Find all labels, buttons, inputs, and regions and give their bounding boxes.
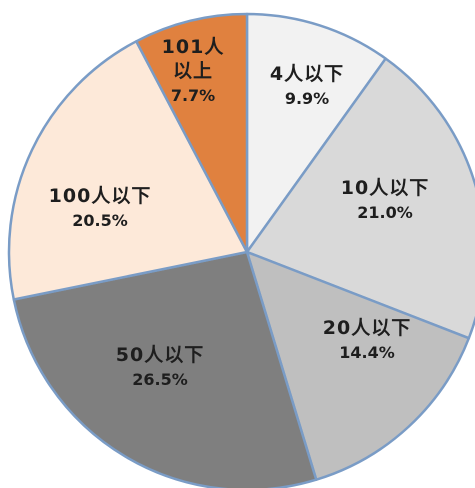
pie-slice-2 [245,250,471,481]
slice-percent-2: 14.4% [339,343,395,362]
slice-label-4-0: 100人以下 [49,185,152,207]
slice-label-3-0: 50人以下 [116,344,204,366]
pie-slices [7,12,475,488]
slice-label-2-0: 20人以下 [323,317,411,339]
slice-label-0-0: 4人以下 [270,63,344,85]
pie-slice-3 [12,250,318,488]
slice-label-5-1: 以上 [173,60,213,82]
slice-percent-0: 9.9% [285,89,329,108]
slice-percent-5: 7.7% [171,86,215,105]
slice-percent-4: 20.5% [72,211,128,230]
pie-slice-4 [7,40,249,301]
slice-label-5-0: 101人 [162,36,225,58]
slice-percent-1: 21.0% [357,203,413,222]
slice-label-1-0: 10人以下 [341,177,429,199]
pie-slice-1 [245,57,475,340]
pie-slice-0 [245,12,387,254]
pie-slice-5 [135,12,249,254]
pie-labels: 4人以下 9.9% 10人以下 21.0% 20人以下 14.4% 50人以下 26.5% 10… [49,36,429,389]
slice-percent-3: 26.5% [132,370,188,389]
